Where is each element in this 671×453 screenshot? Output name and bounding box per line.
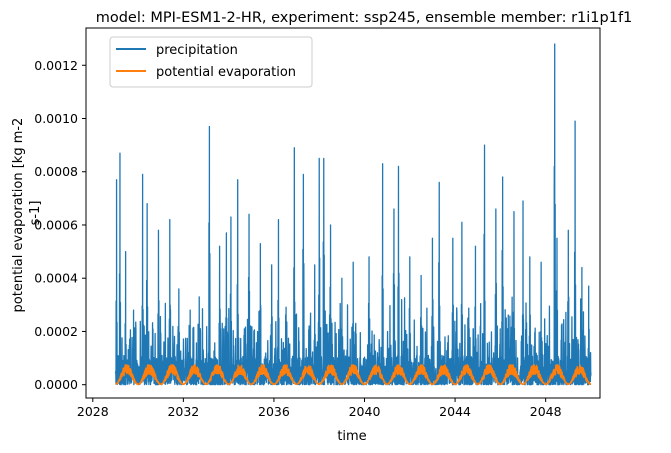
legend-box <box>109 36 313 88</box>
x-tick-label: 2048 <box>530 404 562 419</box>
series-line-precipitation <box>114 43 592 386</box>
x-tick-label: 2028 <box>77 404 109 419</box>
legend-label-precipitation: precipitation <box>156 43 238 58</box>
chart-title: model: MPI-ESM1-2-HR, experiment: ssp245… <box>96 10 633 26</box>
y-tick-label: 0.0002 <box>34 324 78 339</box>
legend: precipitation potential evaporation <box>109 36 313 88</box>
legend-label-potential-evaporation: potential evaporation <box>156 65 296 80</box>
x-tick-label: 2036 <box>258 404 290 419</box>
x-axis: 2028 2032 2036 2040 2044 2048 <box>77 398 562 419</box>
y-tick-label: 0.0010 <box>34 111 78 126</box>
axes-frame <box>85 27 601 399</box>
x-tick-label: 2040 <box>349 404 381 419</box>
y-tick-label: 0.0008 <box>34 164 78 179</box>
x-tick-label: 2032 <box>167 404 199 419</box>
y-tick-label: 0.0004 <box>34 271 78 286</box>
y-axis-label: potential evaporation [kg m-2 s-1] <box>11 114 43 313</box>
y-axis-label-line-1: potential evaporation [kg m-2 <box>11 118 26 313</box>
y-axis: 0.0000 0.0002 0.0004 0.0006 0.0008 0.0010 0.00… <box>34 58 86 392</box>
x-tick-label: 2044 <box>439 404 471 419</box>
x-axis-label: time <box>337 429 366 444</box>
y-tick-label: 0.0012 <box>34 58 78 73</box>
series-line-potential-evaporation <box>114 364 592 386</box>
plot-area <box>114 43 592 386</box>
y-tick-label: 0.0006 <box>34 217 78 232</box>
y-tick-label: 0.0000 <box>34 377 78 392</box>
y-axis-label-line-2: s-1] <box>28 201 43 226</box>
